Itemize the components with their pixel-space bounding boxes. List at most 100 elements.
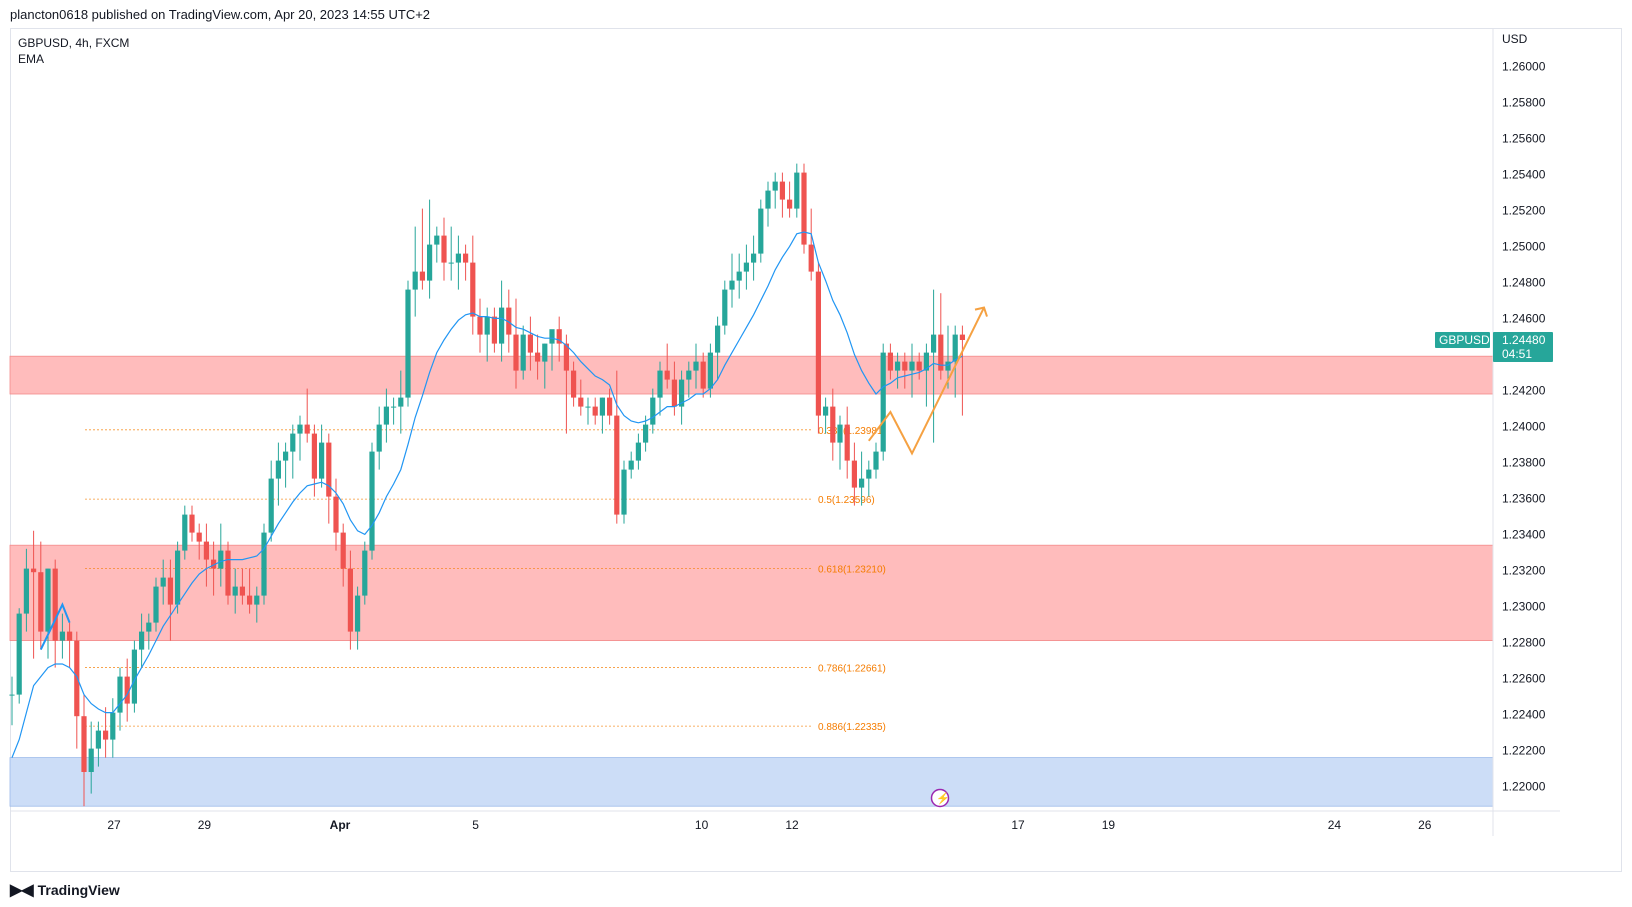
publish-line: plancton0618 published on TradingView.co… (10, 7, 431, 22)
candle-body (765, 190, 771, 209)
candle-body (722, 289, 728, 326)
candle-body (441, 235, 447, 263)
candle-body (376, 424, 382, 452)
last-price-tag (1493, 332, 1553, 362)
brand-name: TradingView (37, 882, 120, 898)
arrow-head-icon (974, 306, 988, 317)
candle-body (945, 361, 951, 371)
price-tick: 1.22800 (1502, 635, 1546, 649)
drawing-layer: ⚡ (39, 306, 988, 808)
time-tick: 27 (107, 818, 121, 832)
indicator-label[interactable]: EMA (18, 52, 45, 66)
time-tick: Apr (330, 818, 351, 832)
candle-body (45, 568, 51, 632)
candle-body (693, 361, 699, 371)
candle-body (455, 253, 461, 263)
candle-body (621, 469, 627, 515)
candle-body (614, 415, 620, 515)
candle-body (67, 631, 73, 641)
symbol-tag-label: GBPUSD (1439, 333, 1490, 347)
candle-body (707, 352, 713, 389)
candle-body (643, 424, 649, 443)
candle-body (887, 352, 893, 371)
price-tick: 1.23800 (1502, 455, 1546, 469)
price-tick: 1.22600 (1502, 671, 1546, 685)
candle-body (549, 329, 555, 344)
candle-body (427, 244, 433, 281)
candle-body (311, 433, 317, 479)
price-tick: 1.25200 (1502, 203, 1546, 217)
candle-body (463, 253, 469, 263)
candle-body (52, 568, 58, 641)
candle-body (254, 595, 260, 605)
lightning-icon: ⚡ (936, 792, 950, 805)
candle-body (124, 676, 130, 704)
candle-body (405, 289, 411, 398)
candle-body (952, 334, 958, 362)
wick-layer (11, 163, 963, 807)
candle-body (448, 262, 454, 264)
candle-body (571, 370, 577, 398)
candle-body (333, 496, 339, 533)
candle-body (715, 325, 721, 353)
time-axis: 2729Apr5101217192426May38 (10, 810, 1560, 832)
candle-body (211, 559, 217, 569)
candle-body (103, 730, 109, 740)
time-tick: 29 (198, 818, 212, 832)
candle-body (434, 235, 440, 245)
candle-body (729, 280, 735, 290)
fib-label: 0.786(1.22661) (818, 663, 886, 674)
time-tick: 5 (472, 818, 479, 832)
candle-body (261, 532, 267, 596)
fib-label: 0.5(1.23596) (818, 495, 875, 506)
symbol-title[interactable]: GBPUSD, 4h, FXCM (18, 36, 130, 50)
candle-body (9, 694, 15, 696)
candle-body (290, 433, 296, 452)
price-tick: 1.23000 (1502, 599, 1546, 613)
time-tick: 12 (785, 818, 799, 832)
last-price-countdown: 04:51 (1502, 347, 1532, 361)
price-tick: 1.26000 (1502, 59, 1546, 73)
candle-body (81, 716, 87, 772)
price-tick: 1.24200 (1502, 383, 1546, 397)
candle-body (283, 451, 289, 461)
candle-body (700, 361, 706, 389)
zone-layer (9, 355, 1494, 807)
last-price-value: 1.24480 (1502, 333, 1546, 347)
symbol-price-tag (1435, 332, 1490, 348)
candle-body (146, 622, 152, 632)
candle-body (412, 271, 418, 290)
candle-body (117, 676, 123, 713)
candle-body (657, 370, 663, 398)
candle-body (794, 172, 800, 209)
price-tick: 1.25000 (1502, 239, 1546, 253)
price-tick: 1.24000 (1502, 419, 1546, 433)
candle-body (844, 424, 850, 461)
candle-body (196, 532, 202, 542)
candle-body (851, 460, 857, 488)
candle-body (736, 271, 742, 281)
candle-body (499, 307, 505, 344)
candle-body (477, 316, 483, 335)
candle-body (239, 586, 245, 596)
time-tick: 10 (695, 818, 709, 832)
candle-body (916, 361, 922, 371)
candle-body (664, 370, 670, 380)
footer-brand[interactable]: ▶◀ TradingView (10, 880, 120, 900)
candle-body (369, 451, 375, 551)
price-tick: 1.25400 (1502, 167, 1546, 181)
price-tick: 1.24600 (1502, 311, 1546, 325)
candle-body (16, 613, 22, 695)
candle-body (527, 334, 533, 353)
candle-body (59, 631, 65, 641)
candle-body (74, 640, 80, 717)
candle-body (362, 550, 368, 596)
candle-body (758, 208, 764, 254)
candle-body (751, 253, 757, 263)
candle-body (931, 334, 937, 353)
blue-arrow (39, 602, 71, 651)
candle-body (88, 748, 94, 772)
price-tick: 1.22000 (1502, 779, 1546, 793)
candle-body (419, 271, 425, 281)
